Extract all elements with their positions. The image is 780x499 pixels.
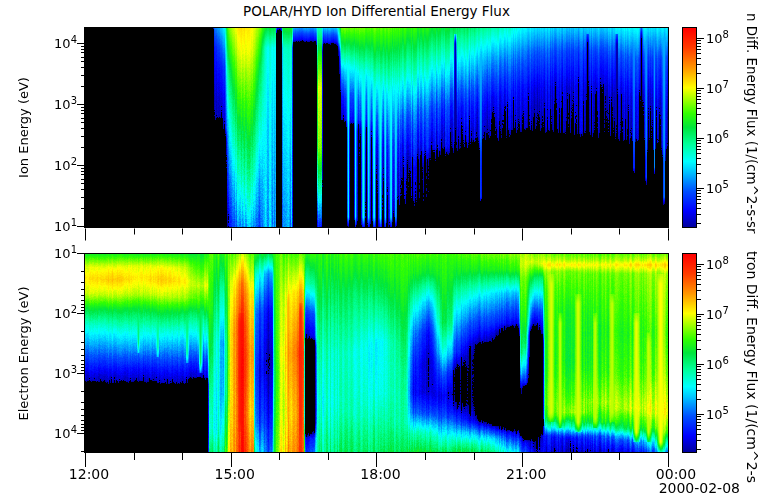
- ion-y-tick-label: 103: [37, 95, 77, 112]
- colorbar-tick-label: 106: [706, 129, 750, 146]
- ion-y-axis-title: Ion Energy (eV): [16, 18, 33, 238]
- ion-y-tick-label: 102: [37, 156, 77, 173]
- colorbar-tick-label: 106: [706, 355, 750, 372]
- colorbar-tick-label: 105: [706, 179, 750, 196]
- electron-y-tick-label: 102: [37, 304, 77, 321]
- ion-y-tick-label: 101: [37, 217, 77, 234]
- ion-y-tick-label: 104: [37, 34, 77, 51]
- colorbar-tick-label: 108: [706, 255, 750, 272]
- date-label: 2000-02-08: [600, 480, 740, 496]
- electron-y-tick-label: 101: [37, 244, 77, 261]
- x-axis-tick-label: 00:00: [641, 466, 711, 482]
- colorbar-tick-label: 105: [706, 405, 750, 422]
- electron-y-tick-label: 103: [37, 364, 77, 381]
- ion-spectrogram-canvas: [85, 28, 668, 227]
- electron-spectrogram-canvas: [85, 254, 668, 452]
- electron-colorbar: [683, 254, 696, 452]
- colorbar-tick-label: 107: [706, 79, 750, 96]
- ion-colorbar: [683, 28, 696, 227]
- electron-y-axis-title: Electron Energy (eV): [16, 244, 33, 464]
- x-axis-tick-label: 18:00: [346, 466, 416, 482]
- x-axis-tick-label: 12:00: [54, 466, 124, 482]
- x-axis-tick-label: 15:00: [200, 466, 270, 482]
- electron-y-tick-label: 104: [37, 424, 77, 441]
- colorbar-tick-label: 107: [706, 305, 750, 322]
- chart-title: POLAR/HYD Ion Differential Energy Flux: [85, 3, 668, 19]
- colorbar-tick-label: 108: [706, 29, 750, 46]
- x-axis-tick-label: 21:00: [491, 466, 561, 482]
- polar-hyd-spectrogram-page: { "title": "POLAR/HYD Ion Differential E…: [0, 0, 780, 499]
